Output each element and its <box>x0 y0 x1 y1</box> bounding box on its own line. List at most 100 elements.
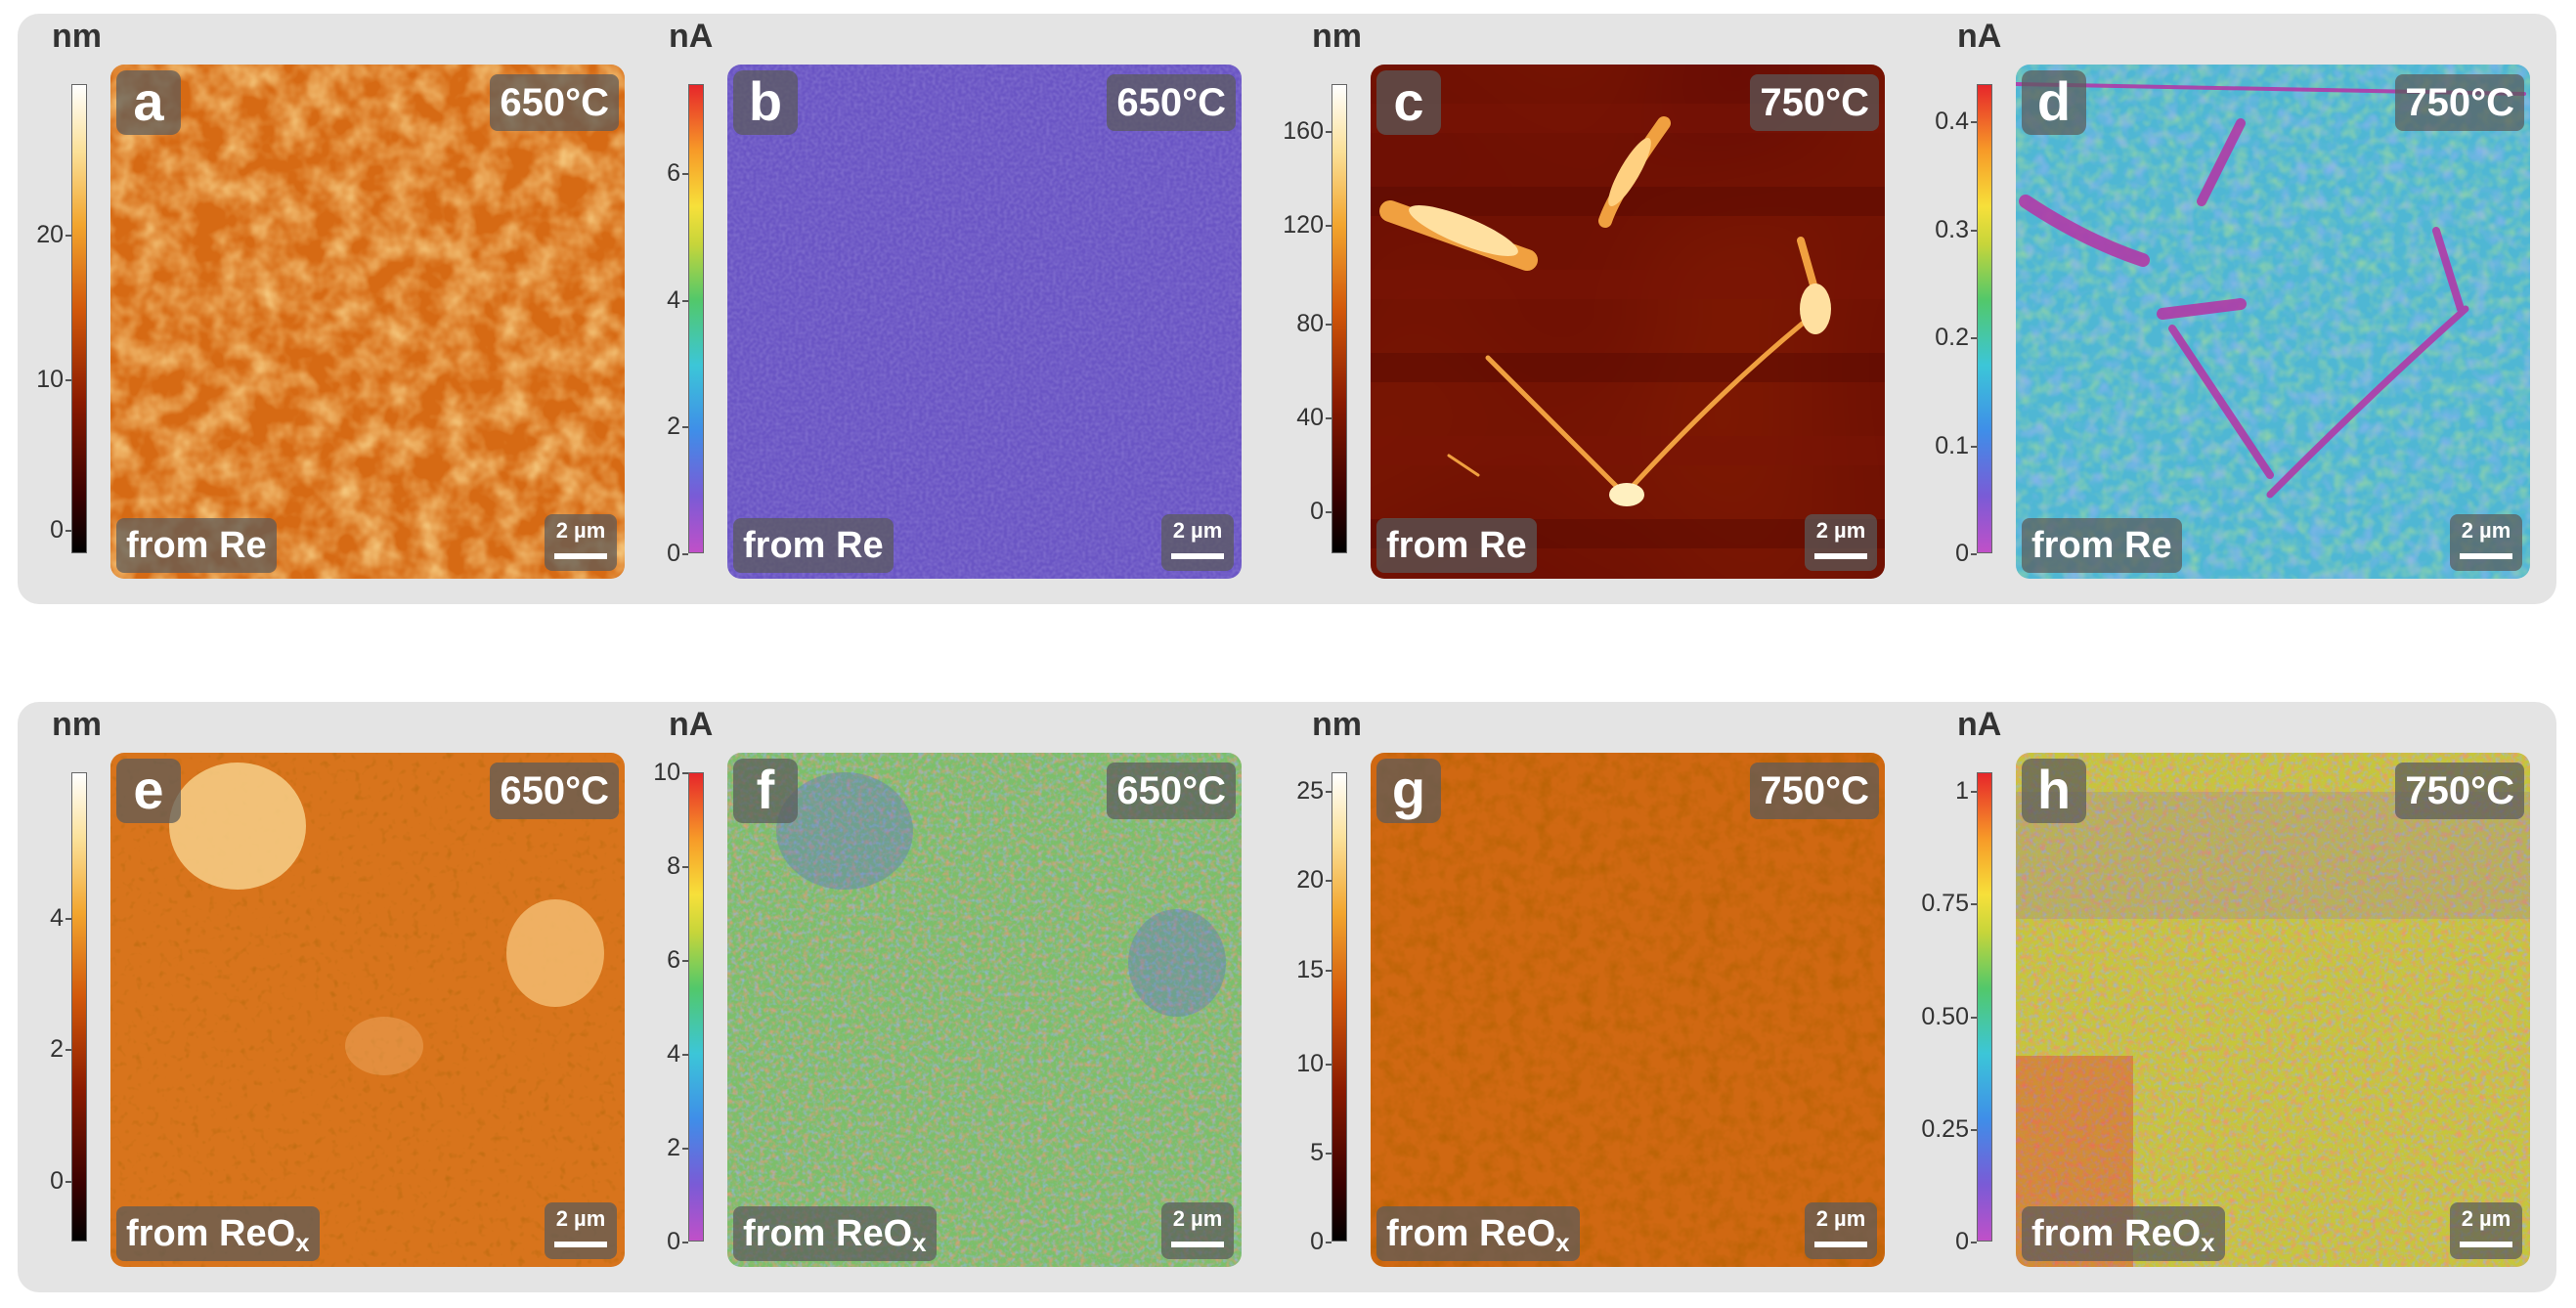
colorbar-unit-label: nA <box>669 18 714 55</box>
colorbar <box>1977 772 1992 1242</box>
colorbar <box>1332 84 1347 553</box>
colorbar-tick-mark <box>1326 1242 1332 1243</box>
colorbar-tick-mark <box>682 173 688 176</box>
colorbar-unit-label: nA <box>1957 18 2002 55</box>
panel-letter: h <box>2022 759 2086 823</box>
colorbar-tick-mark <box>1326 323 1332 326</box>
panel-letter: d <box>2022 70 2086 135</box>
scale-bar-line <box>2460 1242 2512 1247</box>
colorbar-tick-mark <box>682 553 688 555</box>
colorbar-tick-label: 5 <box>1310 1138 1324 1166</box>
scale-bar-label: 2 µm <box>1815 1206 1866 1231</box>
colorbar-tick-label: 10 <box>36 366 64 394</box>
colorbar-tick-mark <box>65 1180 71 1183</box>
micrograph-image <box>727 753 1242 1267</box>
colorbar-tick-label: 2 <box>50 1035 64 1064</box>
scale-bar-line <box>1171 1242 1224 1247</box>
source-text: from Re <box>743 525 884 566</box>
micrograph-image <box>2016 65 2530 579</box>
source-subscript: x <box>912 1228 927 1257</box>
scale-bar-label: 2 µm <box>1172 518 1223 543</box>
micrograph-panel-a: a 650°C from Re 2 µm <box>110 65 625 579</box>
colorbar-tick-label: 10 <box>1296 1049 1324 1077</box>
micrograph-panel-f: f 650°C from ReOx 2 µm <box>727 753 1242 1267</box>
colorbar-tick-mark <box>1326 510 1332 513</box>
colorbar-tick-mark <box>65 530 71 532</box>
colorbar-tick-label: 0 <box>1310 1228 1324 1255</box>
scale-bar-line <box>2460 553 2512 559</box>
source-text: from ReO <box>743 1213 913 1254</box>
colorbar-tick-label: 20 <box>36 220 64 248</box>
colorbar-tick-label: 10 <box>653 759 680 786</box>
colorbar-tick-label: 4 <box>50 903 64 932</box>
colorbar-tick-mark <box>1971 1242 1977 1243</box>
colorbar-tick-mark <box>65 234 71 237</box>
scale-bar-label: 2 µm <box>555 1206 606 1231</box>
scale-bar-line <box>1171 553 1224 559</box>
source-text: from ReO <box>126 1213 296 1254</box>
source-subscript: x <box>1555 1228 1570 1257</box>
colorbar-tick-label: 0 <box>667 1228 680 1255</box>
colorbar-tick-label: 80 <box>1296 309 1324 337</box>
colorbar-tick-label: 6 <box>667 946 680 974</box>
colorbar-tick-mark <box>682 1148 688 1150</box>
panel-letter: a <box>116 70 181 135</box>
colorbar <box>688 772 704 1242</box>
colorbar-tick-mark <box>65 1049 71 1052</box>
colorbar-tick-mark <box>1326 416 1332 419</box>
colorbar-tick-label: 0.50 <box>1921 1002 1969 1030</box>
source-label: from ReOx <box>1376 1206 1580 1261</box>
colorbar-tick-label: 20 <box>1296 866 1324 894</box>
colorbar-tick-mark <box>1326 880 1332 883</box>
source-label: from ReOx <box>2022 1206 2225 1261</box>
colorbar-tick-label: 0 <box>50 516 64 544</box>
source-label: from ReOx <box>733 1206 937 1261</box>
panel-letter: c <box>1376 70 1441 135</box>
colorbar-unit-label: nm <box>52 18 102 55</box>
source-text: from Re <box>126 525 267 566</box>
colorbar-tick-mark <box>1971 553 1977 555</box>
scale-bar: 2 µm <box>1805 1202 1877 1259</box>
colorbar <box>688 84 704 553</box>
micrograph-panel-e: e 650°C from ReOx 2 µm <box>110 753 625 1267</box>
colorbar-tick-mark <box>1971 791 1977 794</box>
micrograph-image <box>1371 753 1885 1267</box>
scale-bar-line <box>554 553 607 559</box>
colorbar-tick-label: 4 <box>667 1040 680 1068</box>
scale-bar: 2 µm <box>2450 1202 2522 1259</box>
colorbar-tick-mark <box>682 866 688 868</box>
colorbar-tick-mark <box>1971 121 1977 124</box>
panel-letter: f <box>733 759 798 823</box>
colorbar-tick-label: 0.25 <box>1921 1114 1969 1143</box>
micrograph-panel-d: d 750°C from Re 2 µm <box>2016 65 2530 579</box>
scale-bar: 2 µm <box>1161 514 1234 571</box>
scale-bar-line <box>1814 553 1867 559</box>
colorbar-tick-mark <box>682 299 688 302</box>
temperature-label: 650°C <box>490 74 619 131</box>
colorbar-tick-mark <box>682 426 688 429</box>
colorbar-tick-mark <box>1971 445 1977 448</box>
micrograph-panel-g: g 750°C from ReOx 2 µm <box>1371 753 1885 1267</box>
scale-bar-label: 2 µm <box>2461 1206 2511 1231</box>
colorbar-tick-label: 0 <box>1310 497 1324 525</box>
colorbar-tick-mark <box>1326 131 1332 133</box>
panel-letter: b <box>733 70 798 135</box>
colorbar-tick-label: 1 <box>1955 777 1969 806</box>
temperature-label: 750°C <box>2395 763 2524 819</box>
colorbar-tick-mark <box>1971 1016 1977 1019</box>
micrograph-image <box>727 65 1242 579</box>
colorbar-tick-label: 40 <box>1296 403 1324 431</box>
colorbar-tick-label: 2 <box>667 1134 680 1161</box>
colorbar-tick-label: 0 <box>50 1166 64 1195</box>
micrograph-image <box>2016 753 2530 1267</box>
micrograph-image <box>110 65 625 579</box>
temperature-label: 650°C <box>1107 763 1236 819</box>
scale-bar-label: 2 µm <box>1172 1206 1223 1231</box>
source-text: from ReO <box>2031 1213 2202 1254</box>
colorbar-tick-label: 25 <box>1296 777 1324 806</box>
source-subscript: x <box>2201 1228 2215 1257</box>
micrograph-image <box>110 753 625 1267</box>
micrograph-panel-b: b 650°C from Re 2 µm <box>727 65 1242 579</box>
temperature-label: 750°C <box>1750 74 1879 131</box>
colorbar-tick-mark <box>1971 337 1977 340</box>
